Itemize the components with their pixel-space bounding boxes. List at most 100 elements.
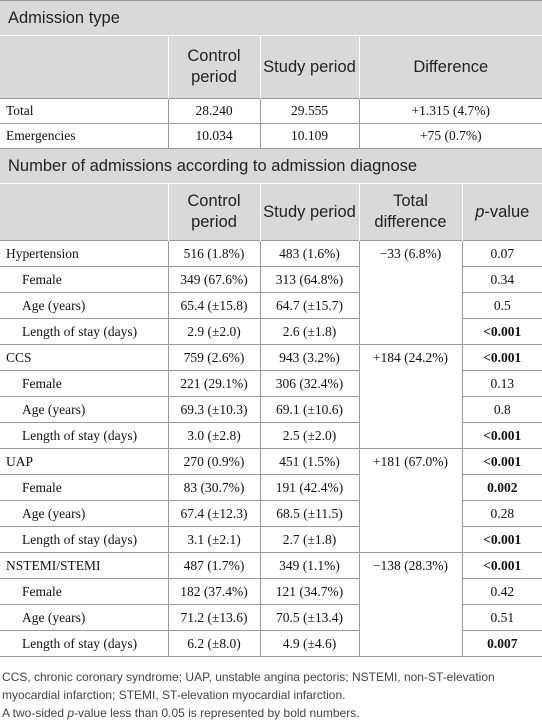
cell-p-value: 0.002 (461, 474, 542, 501)
cell-study: 943 (3.2%) (259, 344, 359, 371)
table-row: Female 83 (30.7%) 191 (42.4%) 0.002 (0, 474, 542, 501)
table-row: Emergencies 10.034 10.109 +75 (0.7%) (0, 123, 542, 149)
table-row: Length of stay (days) 6.2 (±8.0) 4.9 (±4… (0, 630, 542, 657)
table-row: Length of stay (days) 2.9 (±2.0) 2.6 (±1… (0, 318, 542, 345)
row-label: Age (years) (0, 604, 168, 631)
cell-control: 71.2 (±13.6) (167, 604, 260, 631)
table-row: Total 28.240 29.555 +1.315 (4.7%) (0, 98, 542, 124)
row-label: Emergencies (0, 123, 168, 149)
cell-p-value: <0.001 (461, 344, 542, 371)
cell-p-value: 0.28 (461, 500, 542, 527)
cell-study: 2.6 (±1.8) (259, 318, 359, 345)
row-label: Female (0, 578, 168, 605)
cell-study: 10.109 (259, 123, 359, 149)
group-label: Hypertension (0, 240, 168, 267)
row-label: Age (years) (0, 396, 168, 423)
cell-control: 10.034 (167, 123, 260, 149)
cell-study: 451 (1.5%) (259, 448, 359, 475)
group-row-hypertension: Hypertension 516 (1.8%) 483 (1.6%) −33 (… (0, 240, 542, 345)
table-row: Age (years) 65.4 (±15.8) 64.7 (±15.7) 0.… (0, 292, 542, 319)
cell-control: 2.9 (±2.0) (167, 318, 260, 345)
cell-p-value: 0.8 (461, 396, 542, 423)
cell-p-value: <0.001 (461, 526, 542, 553)
cell-study: 313 (64.8%) (259, 266, 359, 293)
cell-total-difference: −33 (6.8%) (358, 240, 462, 345)
table-row: Age (years) 71.2 (±13.6) 70.5 (±13.4) 0.… (0, 604, 542, 631)
cell-total-difference: −138 (28.3%) (358, 552, 462, 657)
table-row: Female 221 (29.1%) 306 (32.4%) 0.13 (0, 370, 542, 397)
cell-p-value: 0.13 (461, 370, 542, 397)
cell-study: 64.7 (±15.7) (259, 292, 359, 319)
significance-pre: A two-sided (2, 706, 68, 720)
abbreviations-note: CCS, chronic coronary syndrome; UAP, uns… (2, 670, 495, 702)
significance-note: A two-sided p-value less than 0.05 is re… (2, 704, 542, 722)
cell-study: 2.7 (±1.8) (259, 526, 359, 553)
cell-p-value: <0.001 (461, 318, 542, 345)
row-label: Female (0, 474, 168, 501)
cell-study: 121 (34.7%) (259, 578, 359, 605)
section-title: Admission type (0, 0, 542, 36)
cell-p-value: 0.07 (461, 240, 542, 267)
row-label: Female (0, 266, 168, 293)
header-total-difference: Total difference (358, 183, 462, 241)
significance-post: -value less than 0.05 is represented by … (74, 706, 360, 720)
cell-study: 191 (42.4%) (259, 474, 359, 501)
cell-control: 3.0 (±2.8) (167, 422, 260, 449)
cell-control: 759 (2.6%) (167, 344, 260, 371)
cell-p-value: <0.001 (461, 422, 542, 449)
header-p-rest: -value (484, 202, 530, 221)
cell-control: 182 (37.4%) (167, 578, 260, 605)
header-p-italic: p (475, 202, 485, 221)
header-p-value: p-value (461, 183, 542, 241)
cell-study: 4.9 (±4.6) (259, 630, 359, 657)
cell-control: 221 (29.1%) (167, 370, 260, 397)
cell-difference: +75 (0.7%) (358, 123, 542, 149)
header-study-period: Study period (259, 35, 359, 99)
cell-control: 349 (67.6%) (167, 266, 260, 293)
column-header-row: Control period Study period Difference (0, 35, 542, 99)
cell-p-value: 0.5 (461, 292, 542, 319)
cell-total-difference: +181 (67.0%) (358, 448, 462, 553)
group-label: NSTEMI/STEMI (0, 552, 168, 579)
header-control-period: Control period (167, 35, 260, 99)
header-empty (0, 183, 168, 241)
cell-study: 68.5 (±11.5) (259, 500, 359, 527)
cell-study: 349 (1.1%) (259, 552, 359, 579)
row-label: Length of stay (days) (0, 526, 168, 553)
cell-control: 83 (30.7%) (167, 474, 260, 501)
section-header-admission-type: Admission type (0, 0, 542, 36)
cell-study: 2.5 (±2.0) (259, 422, 359, 449)
row-label: Age (years) (0, 292, 168, 319)
admissions-table: Admission type Control period Study peri… (0, 0, 542, 657)
header-study-period: Study period (259, 183, 359, 241)
cell-control: 6.2 (±8.0) (167, 630, 260, 657)
cell-p-value: 0.007 (461, 630, 542, 657)
cell-study: 483 (1.6%) (259, 240, 359, 267)
cell-control: 487 (1.7%) (167, 552, 260, 579)
cell-study: 70.5 (±13.4) (259, 604, 359, 631)
cell-p-value: <0.001 (461, 448, 542, 475)
cell-control: 270 (0.9%) (167, 448, 260, 475)
cell-total-difference: +184 (24.2%) (358, 344, 462, 449)
column-header-row: Control period Study period Total differ… (0, 183, 542, 241)
row-label: Total (0, 98, 168, 124)
group-row-ccs: CCS 759 (2.6%) 943 (3.2%) +184 (24.2%) <… (0, 344, 542, 449)
table-row: Age (years) 67.4 (±12.3) 68.5 (±11.5) 0.… (0, 500, 542, 527)
header-empty (0, 35, 168, 99)
cell-control: 3.1 (±2.1) (167, 526, 260, 553)
group-row-uap: UAP 270 (0.9%) 451 (1.5%) +181 (67.0%) <… (0, 448, 542, 553)
cell-study: 306 (32.4%) (259, 370, 359, 397)
group-row-nstemi-stemi: NSTEMI/STEMI 487 (1.7%) 349 (1.1%) −138 … (0, 552, 542, 657)
cell-p-value: 0.34 (461, 266, 542, 293)
row-label: Female (0, 370, 168, 397)
section-header-diagnosis: Number of admissions according to admiss… (0, 148, 542, 184)
group-label: CCS (0, 344, 168, 371)
table-row: Length of stay (days) 3.1 (±2.1) 2.7 (±1… (0, 526, 542, 553)
row-label: Length of stay (days) (0, 318, 168, 345)
cell-control: 28.240 (167, 98, 260, 124)
row-label: Length of stay (days) (0, 422, 168, 449)
table-row: Length of stay (days) 3.0 (±2.8) 2.5 (±2… (0, 422, 542, 449)
cell-control: 65.4 (±15.8) (167, 292, 260, 319)
cell-control: 69.3 (±10.3) (167, 396, 260, 423)
cell-control: 516 (1.8%) (167, 240, 260, 267)
